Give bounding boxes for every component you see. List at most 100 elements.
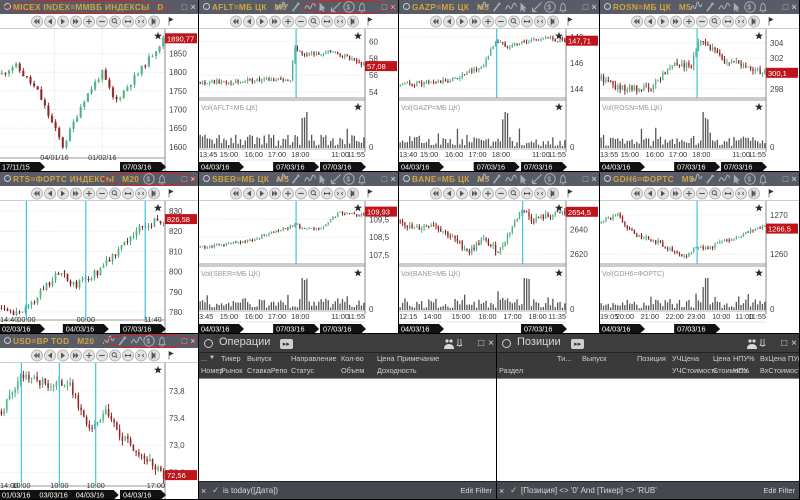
svg-text:300,1: 300,1 (768, 69, 787, 78)
svg-text:16:00: 16:00 (478, 312, 496, 321)
svg-text:07/03/16: 07/03/16 (276, 163, 304, 172)
svg-text:0: 0 (770, 305, 775, 314)
svg-text:810: 810 (169, 247, 183, 256)
svg-text:1270: 1270 (770, 211, 788, 220)
svg-text:0: 0 (369, 305, 374, 314)
svg-text:11:55: 11:55 (548, 150, 566, 159)
svg-text:146: 146 (570, 59, 584, 68)
svg-text:1890,77: 1890,77 (167, 34, 194, 43)
svg-text:07/03/16: 07/03/16 (276, 325, 304, 334)
svg-text:60: 60 (369, 37, 378, 46)
svg-text:72,56: 72,56 (167, 471, 186, 480)
svg-text:1700: 1700 (169, 106, 187, 115)
svg-text:07/03/16: 07/03/16 (677, 163, 705, 172)
svg-text:14:00: 14:00 (423, 312, 441, 321)
svg-text:04/03/16: 04/03/16 (401, 325, 429, 334)
svg-text:1800: 1800 (169, 68, 187, 77)
svg-text:04/03/16: 04/03/16 (76, 491, 104, 500)
svg-text:1260: 1260 (770, 250, 788, 259)
svg-text:144: 144 (570, 85, 584, 94)
svg-text:07/03/16: 07/03/16 (724, 163, 752, 172)
svg-text:3:45: 3:45 (199, 312, 213, 321)
svg-text:Vol(SBER=МБ ЦК): Vol(SBER=МБ ЦК) (201, 271, 260, 278)
svg-text:15:00: 15:00 (420, 150, 438, 159)
svg-text:$: $ (346, 5, 350, 12)
svg-text:0: 0 (770, 143, 775, 152)
svg-text:2654,5: 2654,5 (568, 208, 591, 217)
svg-text:$: $ (747, 177, 751, 184)
svg-text:17/11/15: 17/11/15 (2, 163, 30, 172)
svg-text:14:40: 14:40 (0, 315, 18, 324)
svg-text:0: 0 (570, 143, 575, 152)
svg-text:Vol(GDH6=ФОРТС): Vol(GDH6=ФОРТС) (602, 271, 664, 278)
svg-text:00:00: 00:00 (17, 315, 35, 324)
svg-text:10:00: 10:00 (12, 481, 30, 490)
svg-text:04/03/16: 04/03/16 (123, 491, 151, 500)
svg-text:15:00: 15:00 (452, 312, 470, 321)
svg-text:147,71: 147,71 (568, 37, 591, 46)
svg-text:17:00: 17:00 (147, 481, 165, 490)
svg-text:11:55: 11:55 (347, 150, 365, 159)
svg-text:0: 0 (570, 305, 575, 314)
svg-text:18:00: 18:00 (492, 150, 510, 159)
svg-text:07/03/16: 07/03/16 (524, 325, 552, 334)
svg-text:18:00: 18:00 (291, 150, 309, 159)
svg-text:07/03/16: 07/03/16 (477, 163, 505, 172)
svg-text:07/03/16: 07/03/16 (123, 325, 151, 334)
svg-text:17:00: 17:00 (268, 312, 286, 321)
svg-text:04/01/16: 04/01/16 (40, 153, 68, 162)
svg-text:18:00: 18:00 (528, 312, 546, 321)
svg-text:22:00: 22:00 (666, 312, 684, 321)
svg-text:2640: 2640 (570, 226, 588, 235)
svg-text:16:00: 16:00 (245, 312, 263, 321)
svg-text:04/03/16: 04/03/16 (201, 325, 229, 334)
svg-text:11:55: 11:55 (748, 312, 766, 321)
svg-text:73,8: 73,8 (169, 387, 185, 396)
svg-text:18:00: 18:00 (692, 150, 710, 159)
svg-text:03/03/16: 03/03/16 (39, 491, 67, 500)
svg-text:13:45: 13:45 (199, 150, 217, 159)
svg-text:15:00: 15:00 (621, 150, 639, 159)
svg-text:10:00: 10:00 (87, 481, 105, 490)
svg-text:18:00: 18:00 (291, 312, 309, 321)
svg-text:11:55: 11:55 (347, 312, 365, 321)
svg-text:11:40: 11:40 (144, 315, 162, 324)
svg-text:04/03/16: 04/03/16 (602, 163, 630, 172)
svg-text:11:35: 11:35 (548, 312, 566, 321)
svg-text:01/03/16: 01/03/16 (2, 491, 30, 500)
svg-text:1266,5: 1266,5 (768, 225, 791, 234)
svg-text:13:40: 13:40 (399, 150, 417, 159)
svg-text:826,58: 826,58 (167, 215, 190, 224)
svg-text:Vol(GAZP=МБ ЦК): Vol(GAZP=МБ ЦК) (401, 105, 460, 112)
svg-text:820: 820 (169, 227, 183, 236)
svg-text:13:55: 13:55 (600, 150, 618, 159)
svg-text:790: 790 (169, 288, 183, 297)
svg-text:Vol(ROSN=МБ ЦК): Vol(ROSN=МБ ЦК) (602, 105, 662, 112)
svg-text:16:00: 16:00 (245, 150, 263, 159)
svg-text:800: 800 (169, 268, 183, 277)
svg-text:73,4: 73,4 (169, 414, 185, 423)
svg-text:07/03/16: 07/03/16 (524, 163, 552, 172)
svg-text:Vol(BANE=МБ ЦК): Vol(BANE=МБ ЦК) (401, 271, 460, 278)
svg-text:304: 304 (770, 39, 784, 48)
svg-text:298: 298 (770, 85, 784, 94)
svg-text:$: $ (146, 339, 150, 346)
svg-text:54: 54 (369, 88, 378, 97)
svg-text:07/03/16: 07/03/16 (123, 163, 151, 172)
svg-text:$: $ (547, 5, 551, 12)
svg-text:Vol(AFLT=МБ ЦК): Vol(AFLT=МБ ЦК) (201, 105, 258, 112)
svg-text:780: 780 (169, 308, 183, 317)
svg-text:10:00: 10:00 (712, 312, 730, 321)
svg-text:1600: 1600 (169, 143, 187, 152)
svg-text:109,5: 109,5 (369, 215, 390, 224)
svg-text:11:00: 11:00 (532, 150, 550, 159)
svg-text:1850: 1850 (169, 50, 187, 59)
svg-text:07/03/16: 07/03/16 (323, 163, 351, 172)
svg-text:04/03/16: 04/03/16 (401, 163, 429, 172)
svg-text:12:15: 12:15 (399, 312, 417, 321)
svg-text:04/03/16: 04/03/16 (66, 325, 94, 334)
svg-text:17:00: 17:00 (268, 150, 286, 159)
svg-text:00:00: 00:00 (77, 315, 95, 324)
svg-text:302: 302 (770, 54, 784, 63)
svg-text:$: $ (146, 177, 150, 184)
